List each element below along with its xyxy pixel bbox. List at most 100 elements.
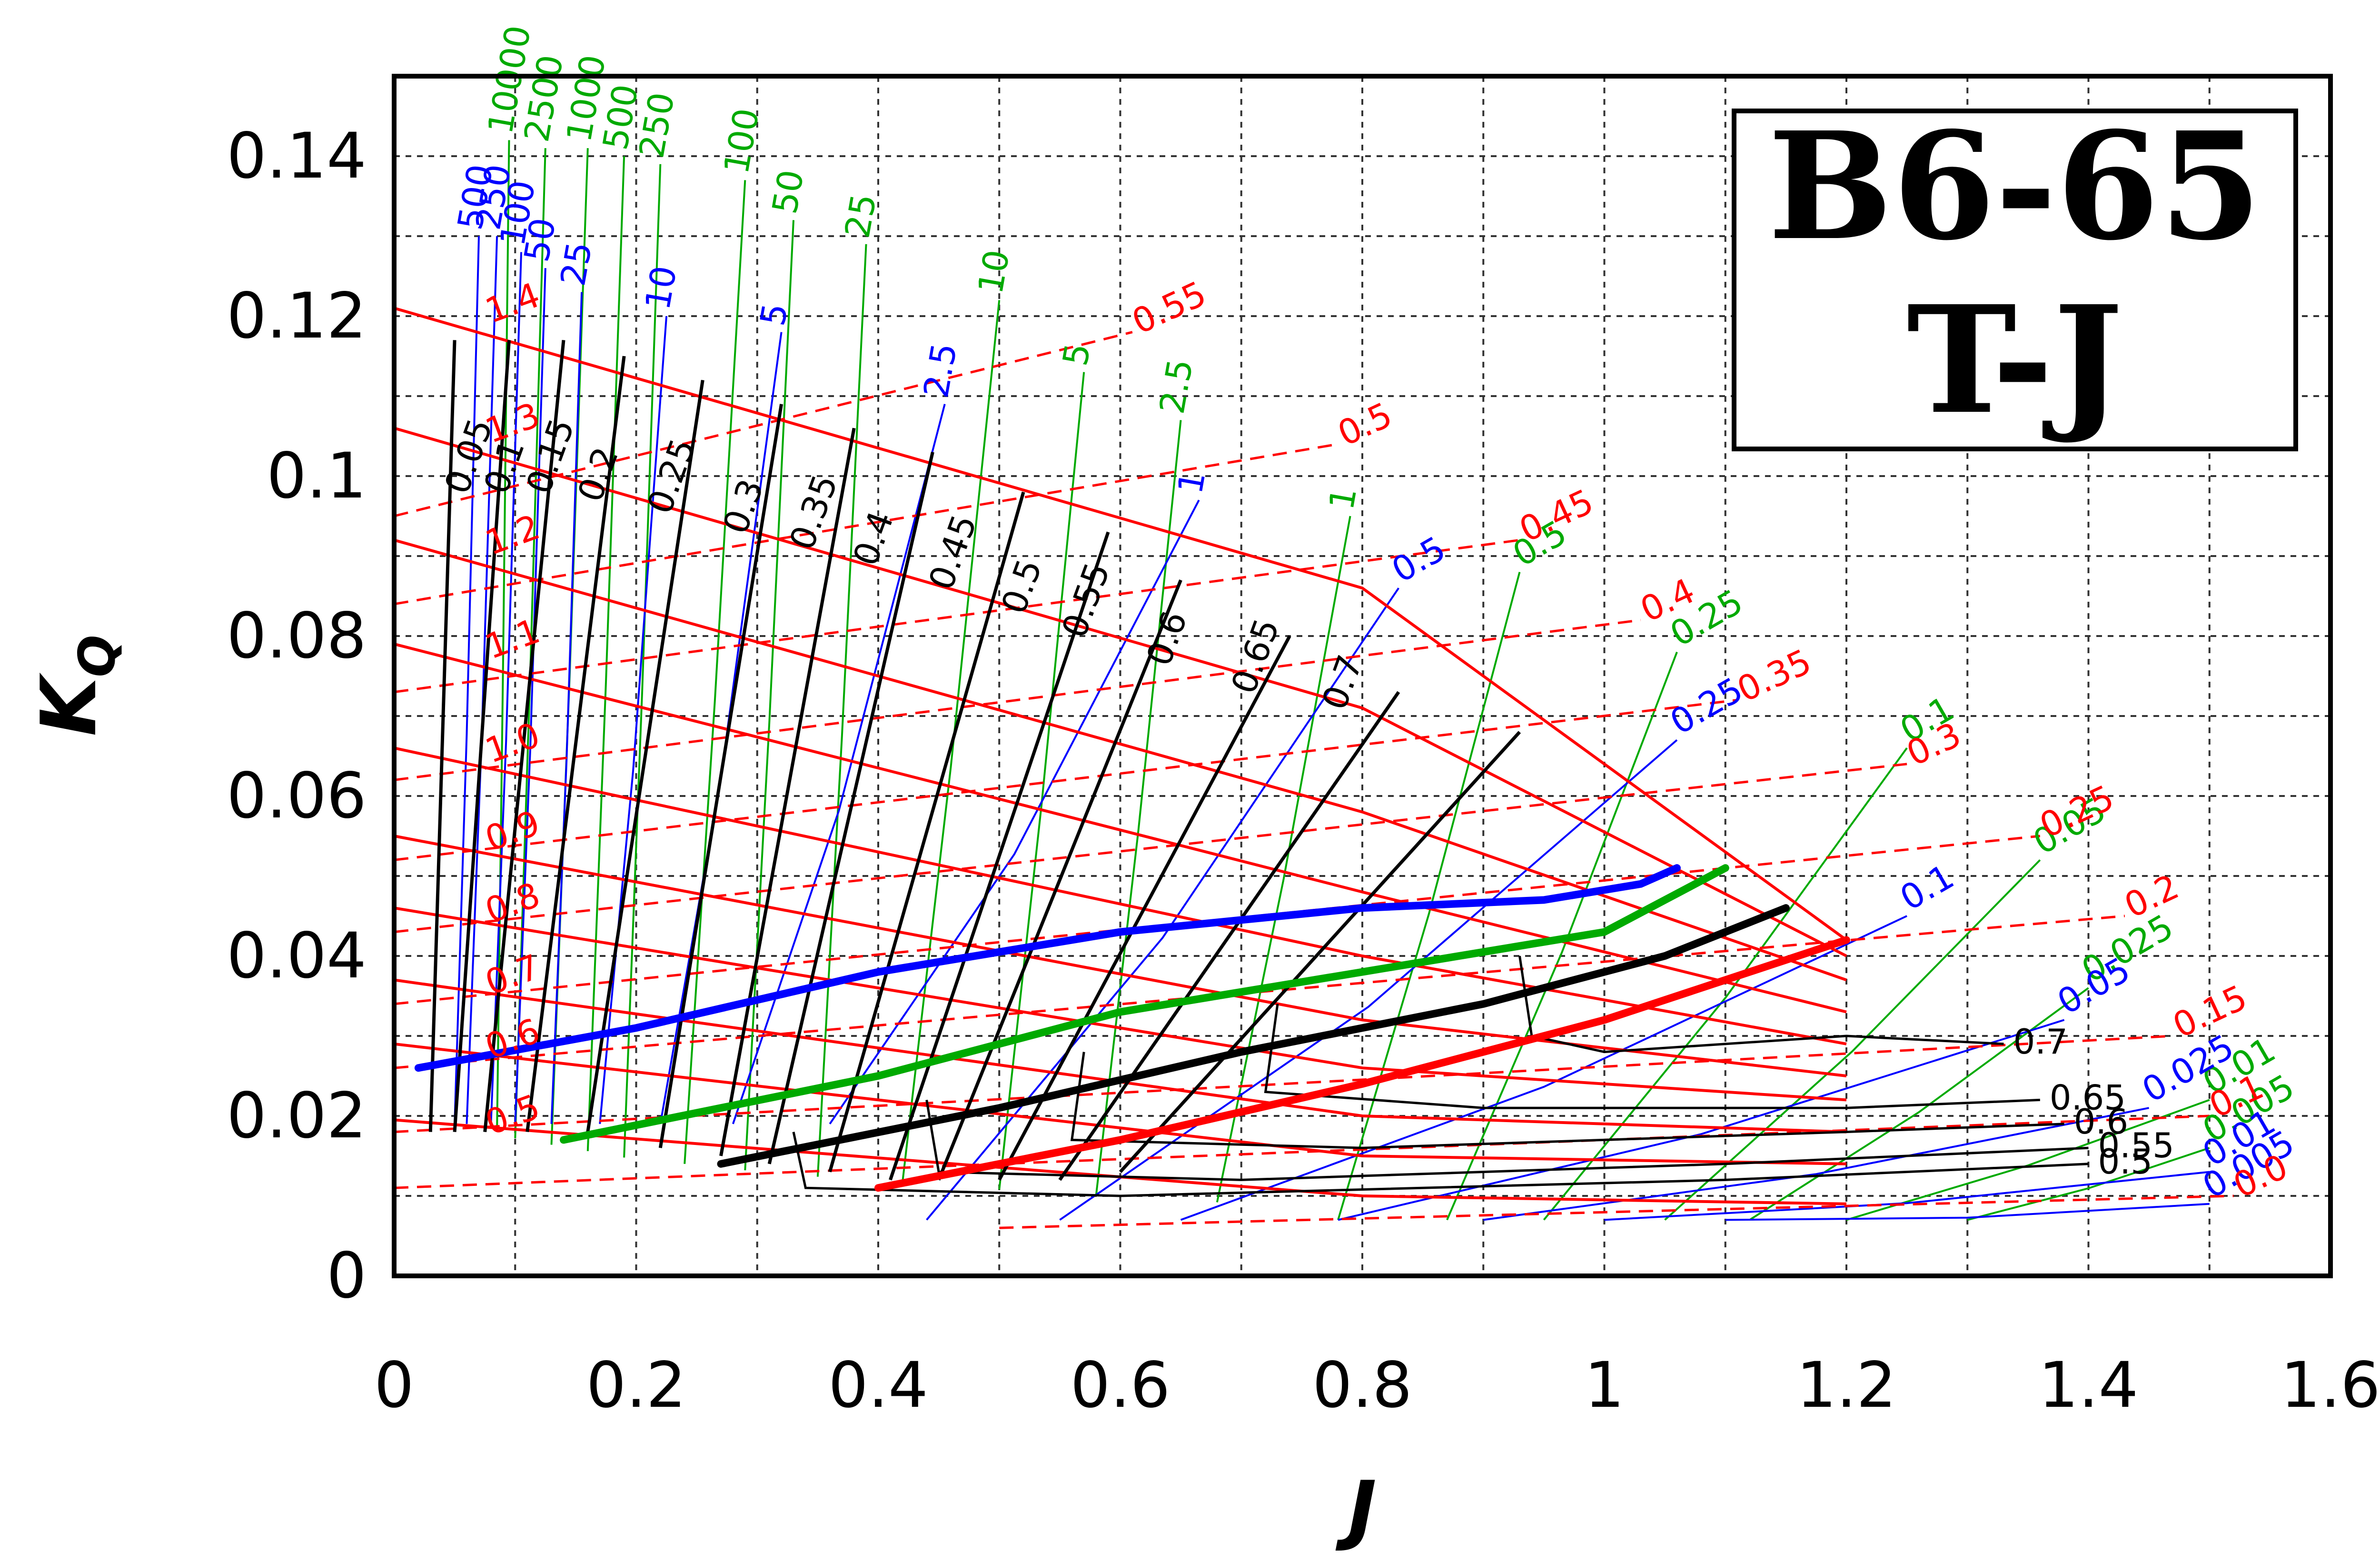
green-curve-500 bbox=[586, 156, 625, 1151]
black-eta-line bbox=[998, 635, 1291, 1181]
red-pitch-line bbox=[394, 538, 1847, 982]
black-eta-label: 0.55 bbox=[1054, 557, 1118, 643]
y-tick-label: 0.02 bbox=[227, 1079, 367, 1153]
green-curve-label: 50 bbox=[764, 167, 812, 217]
black-eta-loop bbox=[1518, 955, 2004, 1054]
green-curve-250 bbox=[623, 164, 662, 1158]
red-pitch-label: 1.4 bbox=[480, 275, 545, 331]
black-eta-right-label: 0.55 bbox=[2098, 1125, 2174, 1165]
blue-curve-1 bbox=[829, 499, 1200, 1124]
red-efficiency-line bbox=[999, 1194, 2234, 1229]
chart-title-line-1: B6-65 bbox=[1768, 100, 2262, 273]
red-pitch-line bbox=[394, 1042, 1847, 1165]
green-curve-label: 5 bbox=[1055, 340, 1098, 369]
green-curve-label: 100 bbox=[716, 105, 767, 177]
blue-curve-0.025 bbox=[1483, 1107, 2149, 1221]
black-eta-loop bbox=[925, 1099, 2089, 1181]
y-tick-label: 0.14 bbox=[227, 119, 367, 193]
red-efficiency-line bbox=[394, 331, 1133, 517]
red-efficiency-label: 0.55 bbox=[1126, 273, 1212, 342]
green-curve-label: 2.5 bbox=[1152, 356, 1201, 417]
black-eta-label: 0.3 bbox=[715, 474, 771, 538]
black-eta-right-label: 0.65 bbox=[2050, 1077, 2126, 1117]
green-curve-1 bbox=[1216, 516, 1351, 1203]
x-tick-label: 0 bbox=[374, 1349, 414, 1422]
x-tick-label: 1.4 bbox=[2039, 1349, 2139, 1422]
y-tick-label: 0 bbox=[327, 1239, 367, 1313]
y-tick-label: 0.08 bbox=[227, 599, 367, 673]
blue-curve-0.25 bbox=[1059, 739, 1678, 1221]
green-curve-0.25 bbox=[1446, 651, 1678, 1221]
black-eta-label: 0.2 bbox=[570, 442, 626, 507]
red-efficiency-line bbox=[394, 618, 1641, 781]
blue-curve-label: 25 bbox=[553, 239, 600, 289]
red-efficiency-line bbox=[394, 763, 1907, 934]
black-eta-line bbox=[828, 491, 1025, 1173]
red-efficiency-line bbox=[394, 698, 1738, 861]
blue-curve-label: 10 bbox=[637, 263, 684, 313]
black-eta-loop bbox=[1264, 1004, 2040, 1109]
blue-curve-500 bbox=[454, 236, 480, 1124]
thick-black-optimum-line bbox=[717, 904, 1790, 1168]
y-axis-title-main: K bbox=[24, 673, 113, 736]
blue-curve-100 bbox=[490, 252, 522, 1124]
blue-curve-0.01 bbox=[1604, 1171, 2210, 1221]
blue-curve-label: 0.1 bbox=[1894, 856, 1961, 918]
green-curve-0.005 bbox=[1967, 1147, 2210, 1221]
black-eta-line bbox=[586, 379, 704, 1133]
black-eta-line bbox=[428, 340, 456, 1132]
y-tick-label: 0.1 bbox=[267, 439, 367, 513]
x-tick-label: 1.6 bbox=[2281, 1349, 2380, 1422]
title-frame bbox=[1732, 109, 2298, 451]
plot-frame bbox=[392, 74, 2333, 1278]
green-curve-10 bbox=[901, 300, 1001, 1184]
red-efficiency-line bbox=[394, 1114, 2210, 1189]
green-curve-25 bbox=[816, 244, 867, 1177]
green-curve-5 bbox=[998, 372, 1085, 1190]
black-eta-line bbox=[483, 340, 565, 1132]
y-tick-label: 0.06 bbox=[227, 759, 367, 833]
blue-curve-0.05 bbox=[1338, 1019, 2065, 1221]
black-eta-right-label: 0.5 bbox=[2098, 1142, 2153, 1182]
red-efficiency-line bbox=[394, 538, 1520, 694]
red-pitch-line bbox=[394, 427, 1847, 957]
red-efficiency-label: 0.35 bbox=[1731, 641, 1817, 710]
black-eta-label: 0.35 bbox=[782, 469, 845, 555]
x-tick-label: 0.2 bbox=[586, 1349, 686, 1422]
black-eta-line bbox=[658, 404, 783, 1148]
y-tick-label: 0.04 bbox=[227, 919, 367, 993]
black-eta-line bbox=[1058, 691, 1400, 1181]
red-pitch-line bbox=[394, 1118, 1847, 1205]
red-efficiency-label: 0.2 bbox=[2118, 866, 2184, 926]
red-pitch-line bbox=[394, 906, 1847, 1102]
thick-blue-optimum-line bbox=[414, 864, 1681, 1072]
x-tick-label: 1 bbox=[1585, 1349, 1625, 1422]
red-pitch-line bbox=[394, 642, 1847, 1014]
blue-curve-label: 50 bbox=[516, 215, 564, 265]
green-curve-100 bbox=[684, 180, 746, 1164]
green-curve-0.5 bbox=[1337, 572, 1521, 1220]
chart-curves bbox=[394, 140, 2234, 1229]
blue-curve-label: 0.5 bbox=[1385, 528, 1452, 590]
black-eta-right-label: 0.6 bbox=[2074, 1102, 2129, 1142]
black-eta-loop bbox=[792, 1132, 2089, 1197]
black-eta-line bbox=[719, 428, 856, 1156]
x-tick-label: 0.6 bbox=[1071, 1349, 1170, 1422]
blue-curve-0.1 bbox=[1180, 915, 1907, 1221]
thick-green-optimum-line bbox=[560, 864, 1729, 1144]
green-curve-label: 1 bbox=[1321, 484, 1365, 513]
red-efficiency-label: 0.5 bbox=[1332, 395, 1398, 454]
black-eta-line bbox=[1119, 731, 1521, 1173]
y-tick-label: 0.12 bbox=[227, 279, 367, 353]
x-axis-title: J bbox=[1335, 1464, 1377, 1553]
black-eta-line bbox=[453, 340, 511, 1132]
black-eta-line bbox=[526, 356, 626, 1133]
black-eta-right-label: 0.7 bbox=[2013, 1022, 2068, 1062]
red-pitch-line bbox=[394, 746, 1847, 1045]
red-pitch-line bbox=[394, 978, 1847, 1134]
green-curve-0.1 bbox=[1543, 747, 1908, 1221]
x-tick-label: 0.4 bbox=[828, 1349, 928, 1422]
black-eta-line bbox=[767, 451, 934, 1164]
blue-curve-label: 2.5 bbox=[916, 340, 965, 400]
